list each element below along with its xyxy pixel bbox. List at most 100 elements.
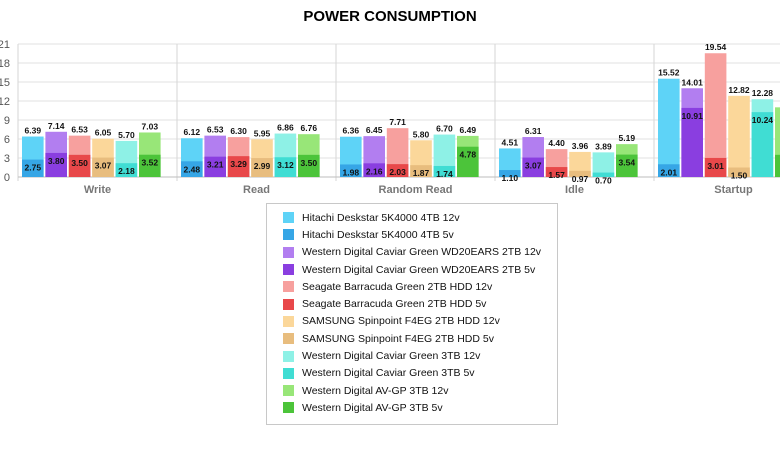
chart-title: POWER CONSUMPTION: [303, 8, 477, 25]
y-tick-label: 0: [4, 172, 10, 184]
bar: [363, 163, 385, 177]
legend-swatch: [283, 229, 294, 241]
bar: [45, 152, 67, 177]
data-label: 6.05: [95, 128, 112, 138]
data-label: 12.82: [728, 85, 750, 95]
legend-label: SAMSUNG Spinpoint F4EG 2TB HDD 5v: [302, 332, 494, 345]
bar: [728, 167, 750, 177]
legend-label: Hitachi Deskstar 5K4000 4TB 12v: [302, 211, 460, 224]
bar: [274, 157, 297, 177]
legend-item: SAMSUNG Spinpoint F4EG 2TB HDD 12v: [283, 313, 557, 330]
legend-swatch: [283, 385, 294, 397]
data-label: 19.54: [705, 42, 727, 52]
bar: [139, 154, 161, 177]
data-label: 2.03: [389, 167, 406, 177]
data-label: 5.80: [413, 129, 430, 139]
bar: [298, 154, 320, 177]
data-label: 3.01: [707, 161, 724, 171]
bar: [658, 164, 680, 177]
data-label: 2.99: [254, 161, 271, 171]
data-label: 0.70: [595, 176, 612, 186]
legend-swatch: [283, 298, 294, 310]
data-label: 3.07: [525, 161, 542, 171]
x-tick-label: Startup: [714, 184, 753, 196]
data-label: 6.31: [525, 126, 542, 136]
legend-item: Western Digital Caviar Green 3TB 12v: [283, 347, 557, 364]
data-label: 3.52: [142, 158, 159, 168]
bar: [569, 170, 591, 177]
data-label: 6.53: [207, 125, 224, 135]
bar: [751, 112, 774, 177]
data-label: 1.74: [436, 169, 453, 179]
y-tick-label: 9: [4, 115, 10, 127]
legend-swatch: [283, 367, 294, 379]
data-label: 4.51: [502, 137, 519, 147]
legend-label: Western Digital Caviar Green WD20EARS 2T…: [302, 246, 542, 259]
data-label: 7.03: [142, 121, 159, 131]
bar: [499, 148, 521, 177]
data-label: 14.01: [682, 77, 704, 87]
bar: [775, 107, 780, 177]
data-label: 2.18: [118, 166, 135, 176]
legend-swatch: [283, 350, 294, 362]
bar: [227, 156, 250, 177]
data-label: 6.36: [343, 126, 360, 136]
bar: [728, 95, 750, 177]
data-label: 1.87: [413, 168, 430, 178]
data-label: 0.97: [572, 174, 589, 184]
data-label: 5.70: [118, 130, 135, 140]
bar: [704, 53, 727, 177]
bar: [386, 164, 409, 177]
data-label: 3.50: [301, 158, 318, 168]
data-label: 3.80: [48, 156, 65, 166]
legend-label: Western Digital AV-GP 3TB 5v: [302, 401, 443, 414]
bar: [499, 170, 521, 177]
data-label: 12.28: [752, 88, 774, 98]
bar: [22, 159, 44, 177]
data-label: 1.57: [548, 170, 565, 180]
data-label: 3.50: [71, 158, 88, 168]
bar: [181, 161, 203, 177]
bar: [616, 154, 638, 177]
bar: [204, 156, 226, 177]
data-label: 15.52: [658, 68, 680, 78]
data-label: 2.48: [184, 164, 201, 174]
data-label: 2.01: [661, 167, 678, 177]
data-label: 6.30: [230, 126, 247, 136]
legend-label: Seagate Barracuda Green 2TB HDD 12v: [302, 280, 493, 293]
legend-item: Western Digital AV-GP 3TB 12v: [283, 382, 557, 399]
data-label: 10.24: [752, 115, 774, 125]
bar: [92, 157, 114, 177]
data-label: 5.95: [254, 128, 271, 138]
legend-label: Western Digital Caviar Green 3TB 5v: [302, 367, 475, 380]
data-label: 1.10: [502, 173, 519, 183]
data-label: 6.86: [277, 123, 294, 133]
bar: [251, 158, 273, 177]
data-label: 3.12: [277, 160, 294, 170]
legend-item: Seagate Barracuda Green 2TB HDD 5v: [283, 295, 557, 312]
bar: [681, 107, 703, 177]
y-tick-label: 3: [4, 153, 10, 165]
data-label: 1.50: [731, 171, 748, 181]
data-label: 7.71: [389, 117, 406, 127]
legend-label: Hitachi Deskstar 5K4000 4TB 5v: [302, 228, 454, 241]
legend-label: Seagate Barracuda Green 2TB HDD 5v: [302, 298, 487, 311]
legend-label: Western Digital Caviar Green WD20EARS 2T…: [302, 263, 536, 276]
bar: [775, 154, 780, 177]
bar: [704, 157, 727, 177]
bar: [457, 146, 479, 177]
y-tick-label: 15: [0, 77, 10, 89]
data-label: 3.96: [572, 141, 589, 151]
legend-swatch: [283, 212, 294, 224]
legend-swatch: [283, 402, 294, 414]
y-tick-label: 12: [0, 96, 10, 108]
bar: [410, 165, 432, 177]
legend-swatch: [283, 246, 294, 258]
legend-swatch: [283, 315, 294, 327]
legend-item: Western Digital Caviar Green WD20EARS 2T…: [283, 244, 557, 261]
y-tick-label: 21: [0, 39, 10, 51]
data-label: 6.49: [460, 125, 477, 135]
x-tick-label: Write: [84, 184, 111, 196]
data-label: 2.16: [366, 166, 383, 176]
